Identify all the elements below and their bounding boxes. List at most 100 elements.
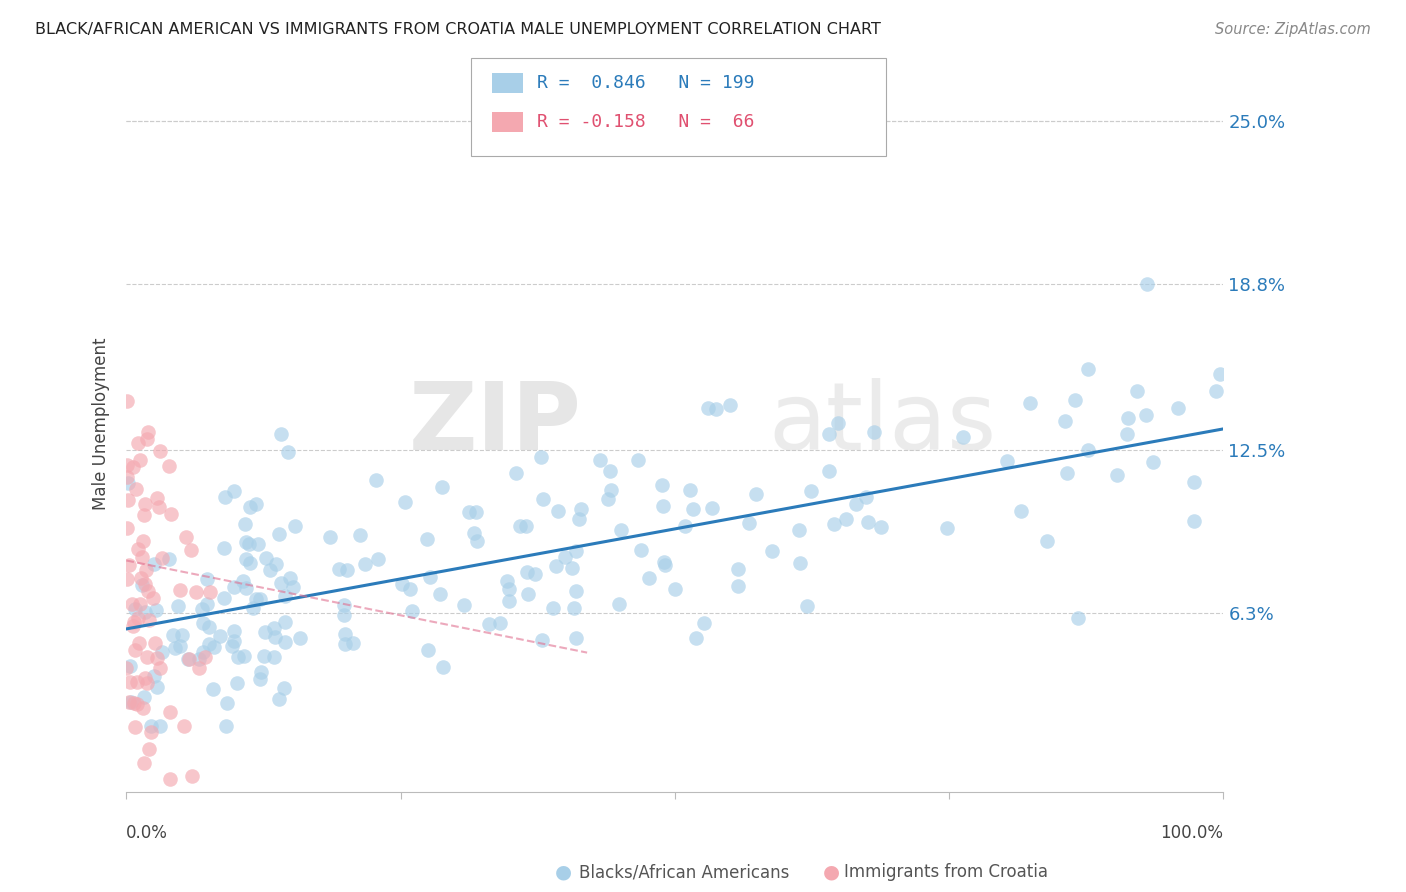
Point (115, 470, 138, 484)
Point (401, 604, 423, 618)
Point (124, 602, 146, 616)
Point (226, 649, 249, 664)
Point (1167, 401, 1189, 416)
Point (233, 648, 256, 663)
Point (652, 555, 675, 569)
Point (565, 583, 588, 598)
Point (463, 526, 485, 541)
Point (1077, 362, 1099, 376)
Point (1182, 475, 1205, 490)
Point (143, 669, 166, 683)
Point (146, 491, 169, 506)
Point (697, 401, 720, 415)
Point (284, 519, 307, 533)
Point (169, 583, 191, 598)
Point (561, 561, 583, 575)
Point (263, 650, 285, 665)
Y-axis label: Male Unemployment: Male Unemployment (93, 337, 110, 510)
Point (160, 507, 183, 521)
Point (149, 719, 172, 733)
Point (143, 636, 166, 650)
Point (562, 601, 585, 615)
Point (498, 594, 520, 608)
Point (134, 577, 156, 591)
Point (181, 768, 204, 782)
Point (128, 597, 150, 611)
Point (138, 613, 160, 627)
Point (193, 615, 215, 630)
Point (429, 587, 451, 601)
Point (198, 585, 221, 599)
Point (224, 483, 246, 498)
Point (498, 582, 520, 596)
Point (630, 542, 652, 557)
Point (235, 581, 257, 595)
Point (122, 696, 145, 710)
Point (1056, 467, 1078, 481)
Text: R = -0.158   N =  66: R = -0.158 N = 66 (537, 113, 755, 131)
Point (215, 719, 238, 733)
Point (235, 516, 257, 531)
Point (121, 619, 143, 633)
Point (637, 571, 659, 585)
Point (148, 500, 170, 515)
Point (214, 591, 236, 606)
Text: ZIP: ZIP (409, 377, 582, 469)
Point (364, 473, 387, 487)
Point (856, 516, 879, 530)
Point (419, 570, 441, 584)
Point (131, 578, 153, 592)
Point (253, 625, 276, 640)
Point (157, 458, 180, 473)
Point (269, 527, 291, 541)
Point (817, 464, 839, 478)
Point (787, 524, 810, 538)
Point (214, 541, 236, 556)
Point (139, 719, 162, 733)
Point (165, 640, 187, 655)
Point (127, 541, 149, 556)
Point (515, 518, 537, 533)
Point (264, 557, 287, 571)
Point (134, 497, 156, 511)
Point (122, 459, 145, 474)
Point (489, 616, 512, 631)
Point (118, 695, 141, 709)
Point (1136, 277, 1159, 292)
Point (235, 535, 257, 549)
Point (132, 701, 155, 715)
Point (274, 589, 297, 603)
Point (270, 576, 292, 591)
Point (136, 425, 159, 439)
Point (121, 598, 143, 612)
Point (1053, 414, 1076, 428)
Point (679, 483, 702, 497)
Point (208, 629, 231, 643)
Point (685, 631, 707, 645)
Point (145, 603, 167, 617)
Point (863, 425, 886, 440)
Point (134, 671, 156, 685)
Point (125, 482, 148, 496)
Point (170, 628, 193, 642)
Point (250, 665, 273, 679)
Text: 100.0%: 100.0% (1160, 823, 1223, 842)
Point (193, 645, 215, 659)
Point (115, 572, 138, 586)
Point (149, 443, 172, 458)
Point (544, 558, 567, 573)
Point (214, 490, 236, 504)
Text: Source: ZipAtlas.com: Source: ZipAtlas.com (1215, 22, 1371, 37)
Point (1125, 384, 1147, 399)
Text: Immigrants from Croatia: Immigrants from Croatia (844, 863, 1047, 881)
Text: ●: ● (823, 863, 839, 882)
Point (530, 632, 553, 647)
Point (127, 675, 149, 690)
Point (416, 533, 439, 547)
Point (1205, 384, 1227, 398)
Point (495, 574, 517, 588)
Point (588, 453, 610, 467)
Point (278, 571, 301, 585)
Point (543, 601, 565, 615)
Point (117, 475, 139, 490)
